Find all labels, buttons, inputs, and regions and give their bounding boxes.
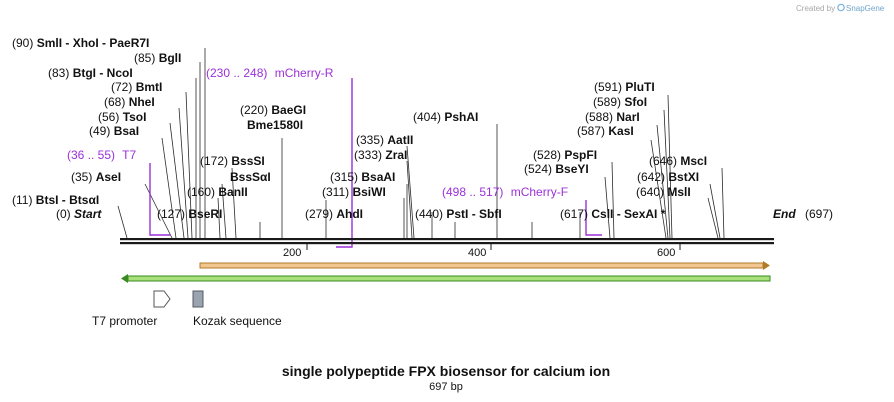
enzyme-label[interactable]: (68) NheI <box>104 95 155 109</box>
enzyme-label[interactable]: (83) BtgI - NcoI <box>48 66 133 80</box>
snapgene-logo-icon <box>837 3 845 12</box>
ruler-tick-600: 600 <box>657 247 675 259</box>
legend-kozak-sequence: Kozak sequence <box>193 314 282 328</box>
t7-promoter-arrow-icon <box>153 290 171 308</box>
enzyme-label[interactable]: (440) PstI - SbfI <box>415 207 502 221</box>
primer-label[interactable]: (36 .. 55) T7 <box>67 148 136 162</box>
enzyme-label[interactable]: (528) PspFI <box>533 148 597 162</box>
enzyme-label[interactable]: (404) PshAI <box>413 110 478 124</box>
enzyme-label[interactable]: (160) BanII <box>187 185 248 199</box>
primer-markers <box>149 78 602 248</box>
enzyme-labels: (90) SmlI - XhoI - PaeR7I (85) BglI (83)… <box>12 36 707 221</box>
map-title: single polypeptide FPX biosensor for cal… <box>282 363 610 379</box>
enzyme-label[interactable]: (587) KasI <box>577 124 634 138</box>
map-length: 697 bp <box>429 381 463 393</box>
enzyme-label[interactable]: (617) CslI - SexAI * <box>560 207 666 221</box>
enzyme-label[interactable]: Bme1580I <box>247 118 303 132</box>
enzyme-label[interactable]: (35) AseI <box>71 170 121 184</box>
enzyme-label[interactable]: (640) MslI <box>636 185 691 199</box>
primer-mcherry-f-marker <box>585 200 602 236</box>
enzyme-label[interactable]: (311) BsiWI <box>322 185 386 199</box>
feature-orf[interactable] <box>199 261 770 270</box>
ruler-tick-400: 400 <box>468 247 486 259</box>
enzyme-label[interactable]: (56) TsoI <box>98 110 146 124</box>
credit-text: Created by <box>796 4 835 13</box>
enzyme-label[interactable]: (279) AhdI <box>305 207 363 221</box>
ruler <box>306 244 681 250</box>
enzyme-label[interactable]: BssSαI <box>230 170 271 184</box>
primer-mcherry-r-marker <box>336 78 353 248</box>
enzyme-label[interactable]: (49) BsaI <box>89 124 139 138</box>
enzyme-label[interactable]: (591) PluTI <box>594 80 655 94</box>
enzyme-label[interactable]: (588) NarI <box>585 110 640 124</box>
enzyme-label[interactable]: (589) SfoI <box>593 95 647 109</box>
start-label: (0) Start <box>56 207 102 221</box>
enzyme-label[interactable]: (333) ZraI <box>354 148 407 162</box>
enzyme-label[interactable]: (11) BtsI - BtsαI <box>12 193 99 207</box>
end-label: End (697) <box>773 207 833 221</box>
enzyme-label[interactable]: (172) BssSI <box>200 154 265 168</box>
feature-biosensor[interactable] <box>121 274 771 283</box>
sequence-backbone <box>120 238 774 245</box>
enzyme-leader-lines <box>117 48 725 239</box>
primer-t7-marker <box>149 163 170 236</box>
kozak-sequence-icon <box>192 290 204 308</box>
primer-label[interactable]: (498 .. 517) mCherry-F <box>442 185 568 199</box>
enzyme-label[interactable]: (72) BmtI <box>111 80 162 94</box>
enzyme-label[interactable]: (127) BseRI <box>157 207 222 221</box>
enzyme-label[interactable]: (524) BseYI <box>524 162 589 176</box>
legend-t7-promoter: T7 promoter <box>92 314 157 328</box>
enzyme-label[interactable]: (90) SmlI - XhoI - PaeR7I <box>12 36 149 50</box>
enzyme-label[interactable]: (646) MscI <box>649 154 707 168</box>
enzyme-label[interactable]: (335) AatII <box>356 133 413 147</box>
ruler-tick-200: 200 <box>283 247 301 259</box>
enzyme-label[interactable]: (85) BglI <box>134 51 181 65</box>
credit-brand: SnapGene <box>846 4 885 13</box>
enzyme-label[interactable]: (220) BaeGI <box>240 103 306 117</box>
primer-label[interactable]: (230 .. 248) mCherry-R <box>206 66 334 80</box>
enzyme-label[interactable]: (315) BsaAI <box>330 170 395 184</box>
enzyme-label[interactable]: (642) BstXI <box>637 170 699 184</box>
